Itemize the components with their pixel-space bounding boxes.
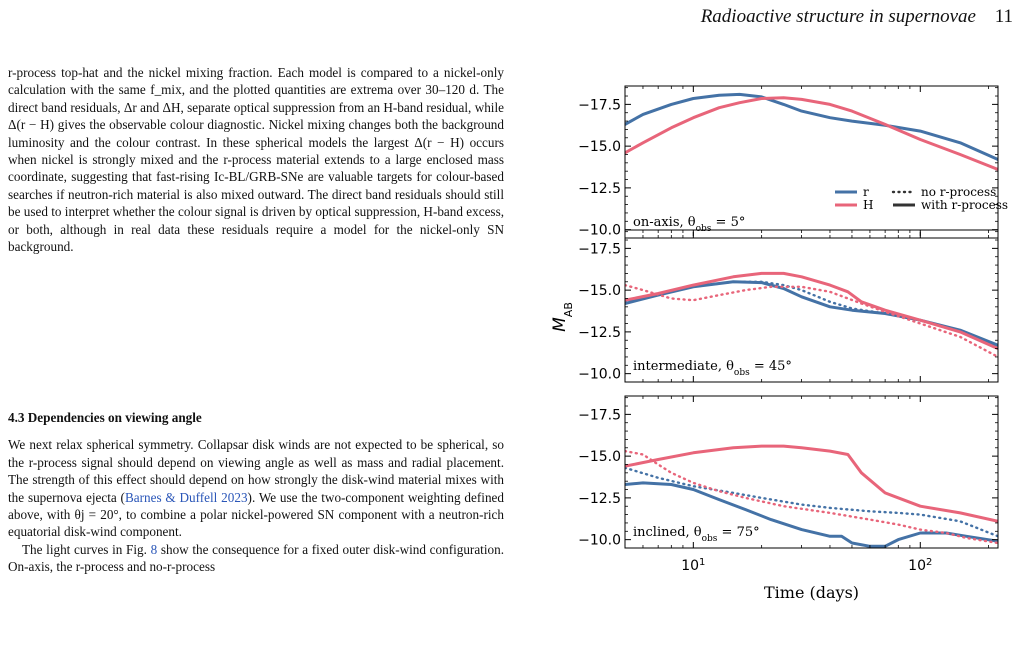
panel-frame-3 xyxy=(624,395,999,549)
running-head: Radioactive structure in supernovae 11 xyxy=(701,6,1013,28)
panel-label-1: on-axis, θobs = 5° xyxy=(633,215,745,234)
text-column: r-process top-hat and the nickel mixing … xyxy=(8,64,504,255)
series-H-rprocess-panel-2 xyxy=(625,271,998,351)
panel-label-3: inclined, θobs = 75° xyxy=(633,525,760,544)
y-tick-label: −12.5 xyxy=(578,325,621,341)
panel-label-2: intermediate, θobs = 45° xyxy=(633,359,792,378)
y-tick-label: −17.5 xyxy=(578,407,621,423)
paragraph-2-text-b: ). We use the two-component weighting de… xyxy=(8,489,504,540)
paragraph-3-text-b: show the consequence for a fixed outer d… xyxy=(8,541,504,575)
panel-frame-2 xyxy=(624,229,999,383)
y-tick-label: −17.5 xyxy=(578,97,621,113)
section-heading: 4.3 Dependencies on viewing angle xyxy=(8,410,202,425)
y-tick-label: −12.5 xyxy=(578,181,621,197)
y-tick-label: −10.0 xyxy=(578,367,621,383)
y-tick-label: −17.5 xyxy=(578,241,621,257)
paragraph-1: r-process top-hat and the nickel mixing … xyxy=(8,65,504,255)
legend-label-r: r xyxy=(863,185,869,199)
x-tick-label: 101 xyxy=(681,557,705,575)
y-tick-label: −10.0 xyxy=(578,533,621,549)
series-H-rprocess-panel-1 xyxy=(625,96,998,171)
series-H-no-rprocess-panel-2 xyxy=(625,283,998,359)
series-r-rprocess-panel-1 xyxy=(625,92,998,161)
panel-frame-1 xyxy=(624,85,999,239)
y-tick-label: −15.0 xyxy=(578,449,621,465)
light-curve-chart: −17.5 −15.0 −12.5 −10.0 on-axis, θobs = 5° −1… xyxy=(550,85,1008,602)
y-tick-label: −15.0 xyxy=(578,139,621,155)
y-tick-label: −12.5 xyxy=(578,491,621,507)
paragraph-3: The light curves in Fig. 8 show the cons… xyxy=(8,541,504,576)
y-tick-label: −15.0 xyxy=(578,283,621,299)
series-H-rprocess-panel-3 xyxy=(625,444,998,523)
figure-8: −17.5 −15.0 −12.5 −10.0 on-axis, θobs = 5° −1… xyxy=(525,60,1023,620)
x-axis-label: Time (days) xyxy=(764,583,859,602)
series-r-no-rprocess-panel-2 xyxy=(625,280,998,349)
paragraph-2-text-a: We next relax spherical symmetry. Collap… xyxy=(8,437,504,505)
y-axis-label: MAB xyxy=(550,302,575,332)
y-tick-label: −10.0 xyxy=(578,223,621,239)
paragraph-2: We next relax spherical symmetry. Collap… xyxy=(8,436,504,540)
series-r-rprocess-panel-2 xyxy=(625,280,998,347)
figure-ref-link[interactable]: 8 xyxy=(150,541,158,557)
citation-link[interactable]: Barnes & Duffell 2023 xyxy=(124,489,248,505)
page-number: 11 xyxy=(994,6,1013,27)
x-tick-label: 102 xyxy=(908,557,932,575)
series-H-no-rprocess-panel-3 xyxy=(625,449,998,545)
legend-label-H: H xyxy=(863,198,873,212)
series-r-rprocess-panel-3 xyxy=(625,481,998,548)
running-head-title: Radioactive structure in supernovae xyxy=(700,6,976,27)
paragraph-3-text-a: The light curves in Fig. xyxy=(22,541,151,557)
text-column-lower: 4.3 Dependencies on viewing angle We nex… xyxy=(8,409,504,576)
legend-label-no-rprocess: no r-process xyxy=(921,185,996,199)
legend-label-rprocess: with r-process xyxy=(921,198,1008,212)
